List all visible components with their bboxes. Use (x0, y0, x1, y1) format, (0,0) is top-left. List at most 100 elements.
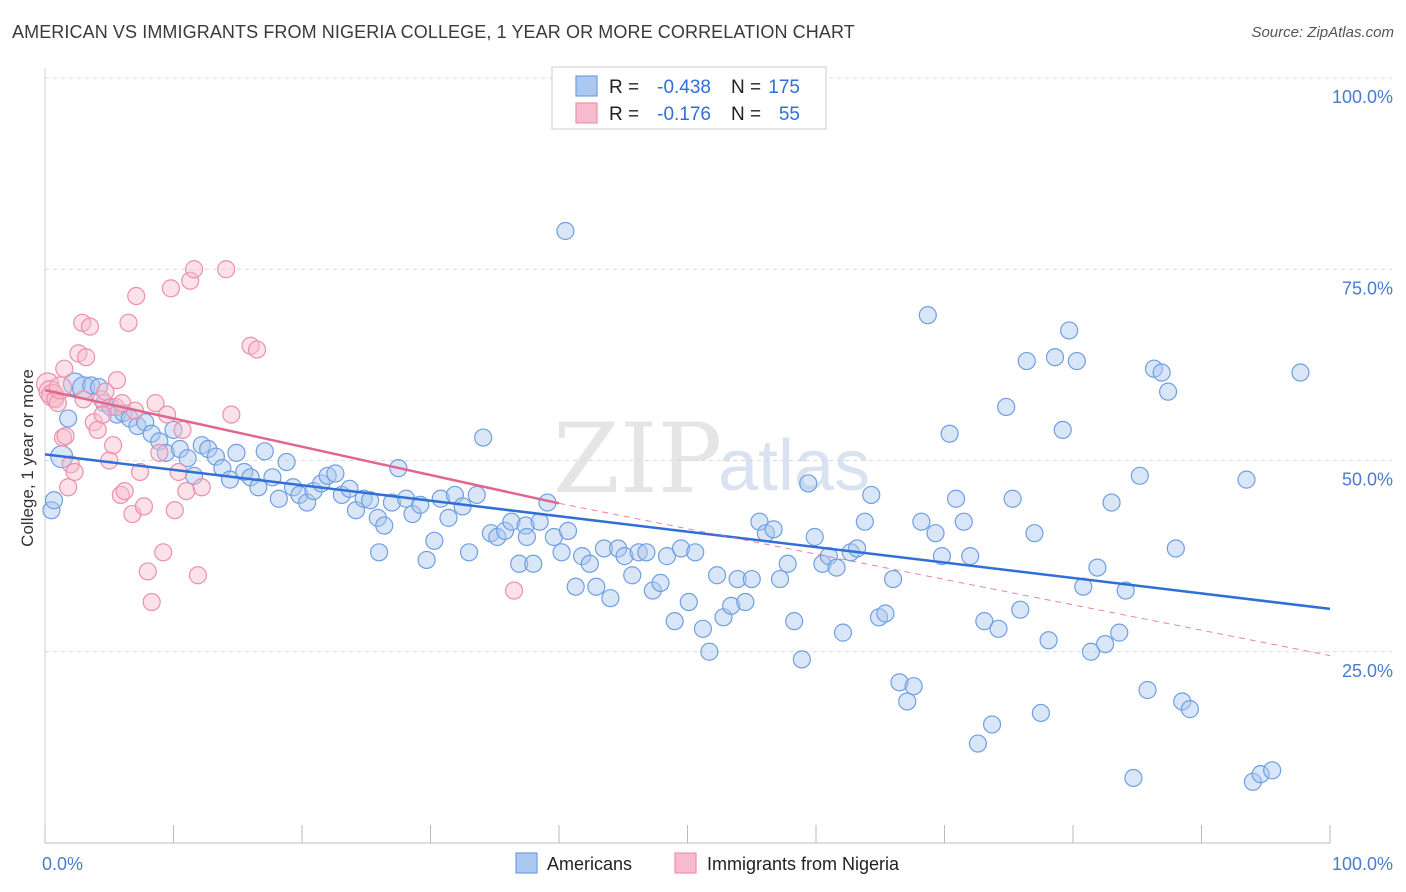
nigeria-point-7 (56, 426, 75, 446)
americans-point-54 (417, 550, 436, 570)
americans-point-136 (997, 397, 1016, 417)
americans-point-146 (1067, 351, 1086, 371)
legend-n-value-2: 55 (779, 104, 800, 125)
nigeria-point-48 (504, 581, 524, 600)
americans-point-20 (178, 449, 197, 468)
americans-point-65 (495, 521, 515, 540)
americans-point-140 (1025, 524, 1044, 543)
source-label: Source: ZipAtlas.com (1251, 24, 1394, 41)
americans-point-23 (199, 439, 218, 459)
americans-point-87 (651, 573, 670, 593)
americans-point-80 (601, 589, 620, 608)
americans-point-74 (558, 521, 578, 540)
americans-point-82 (615, 547, 634, 566)
americans-point-145 (1060, 321, 1079, 340)
americans-point-98 (728, 569, 747, 589)
americans-point-15 (142, 424, 161, 443)
americans-point-142 (1039, 631, 1058, 650)
americans-point-113 (833, 623, 853, 642)
americans-point-148 (1081, 642, 1101, 661)
nigeria-point-43 (192, 478, 211, 497)
americans-point-162 (1180, 700, 1200, 719)
americans-point-156 (1138, 680, 1157, 700)
americans-point-133 (975, 612, 994, 631)
bottom-legend-americans: Americans (547, 854, 632, 874)
trend-line-nigeria-extension (558, 502, 1331, 657)
americans-point-31 (255, 442, 274, 461)
americans-point-88 (657, 547, 677, 566)
nigeria-point-36 (165, 501, 184, 520)
bottom-legend-swatch-blue (515, 852, 538, 874)
x-tick-label-max: 100.0% (1332, 854, 1393, 874)
x-tick-label-min: 0.0% (42, 854, 83, 874)
americans-point-117 (862, 485, 881, 505)
nigeria-point-41 (184, 260, 204, 279)
nigeria-point-13 (77, 348, 96, 367)
americans-point-109 (805, 527, 824, 547)
americans-point-78 (587, 577, 606, 596)
americans-point-76 (573, 547, 592, 566)
americans-point-37 (298, 493, 317, 512)
legend-r-value-2: -0.176 (657, 104, 711, 125)
nigeria-point-35 (161, 279, 181, 298)
americans-point-19 (170, 439, 190, 459)
americans-point-79 (594, 539, 614, 558)
americans-point-86 (643, 581, 662, 600)
americans-point-127 (932, 547, 952, 566)
y-tick-label-100: 100.0% (1332, 87, 1393, 107)
americans-point-3 (59, 409, 78, 428)
nigeria-point-24 (119, 313, 138, 332)
nigeria-point-30 (142, 592, 161, 612)
legend-n-label-2: N = (731, 104, 761, 125)
y-axis-label: College, 1 year or more (18, 369, 37, 547)
americans-point-167 (1263, 761, 1282, 780)
americans-point-164 (1243, 772, 1263, 791)
americans-point-168 (556, 221, 575, 241)
series-nigeria (35, 260, 524, 612)
trend-line-nigeria (44, 388, 560, 505)
americans-point-46 (361, 491, 380, 510)
legend-r-label-2: R = (609, 104, 639, 125)
americans-point-91 (679, 592, 698, 612)
americans-point-99 (736, 592, 755, 612)
legend-r-label-1: R = (609, 77, 639, 98)
americans-point-165 (1251, 765, 1270, 784)
legend-n-value-1: 175 (768, 77, 800, 98)
nigeria-point-53 (93, 405, 112, 424)
americans-point-153 (1116, 581, 1135, 600)
americans-point-41 (326, 464, 345, 483)
americans-point-130 (954, 512, 973, 531)
americans-point-101 (750, 512, 769, 531)
americans-point-57 (439, 508, 458, 527)
nigeria-point-8 (59, 478, 78, 497)
nigeria-point-21 (107, 371, 127, 390)
americans-point-131 (961, 547, 980, 566)
americans-point-149 (1088, 558, 1107, 577)
americans-point-144 (1053, 420, 1072, 439)
americans-point-60 (459, 543, 479, 562)
nigeria-point-38 (173, 420, 192, 439)
americans-point-77 (580, 554, 599, 573)
legend-n-label-1: N = (731, 77, 761, 98)
americans-point-159 (1158, 382, 1178, 401)
legend-box (551, 66, 827, 130)
bottom-legend-swatch-pink (674, 852, 697, 874)
nigeria-point-32 (150, 443, 169, 462)
americans-point-104 (770, 569, 790, 589)
americans-point-69 (524, 554, 543, 573)
americans-point-14 (136, 413, 155, 432)
nigeria-point-29 (138, 562, 157, 581)
nigeria-point-42 (188, 566, 208, 585)
watermark-atlas: atlas (718, 426, 870, 506)
americans-point-170 (370, 543, 389, 562)
americans-point-138 (1011, 600, 1030, 619)
nigeria-point-40 (181, 271, 200, 290)
americans-point-154 (1124, 768, 1143, 788)
bottom-legend-nigeria: Immigrants from Nigeria (707, 854, 900, 874)
americans-point-161 (1173, 692, 1192, 711)
americans-point-169 (517, 527, 536, 547)
americans-point-158 (1152, 363, 1171, 382)
americans-point-120 (883, 569, 903, 589)
americans-point-155 (1130, 466, 1149, 485)
